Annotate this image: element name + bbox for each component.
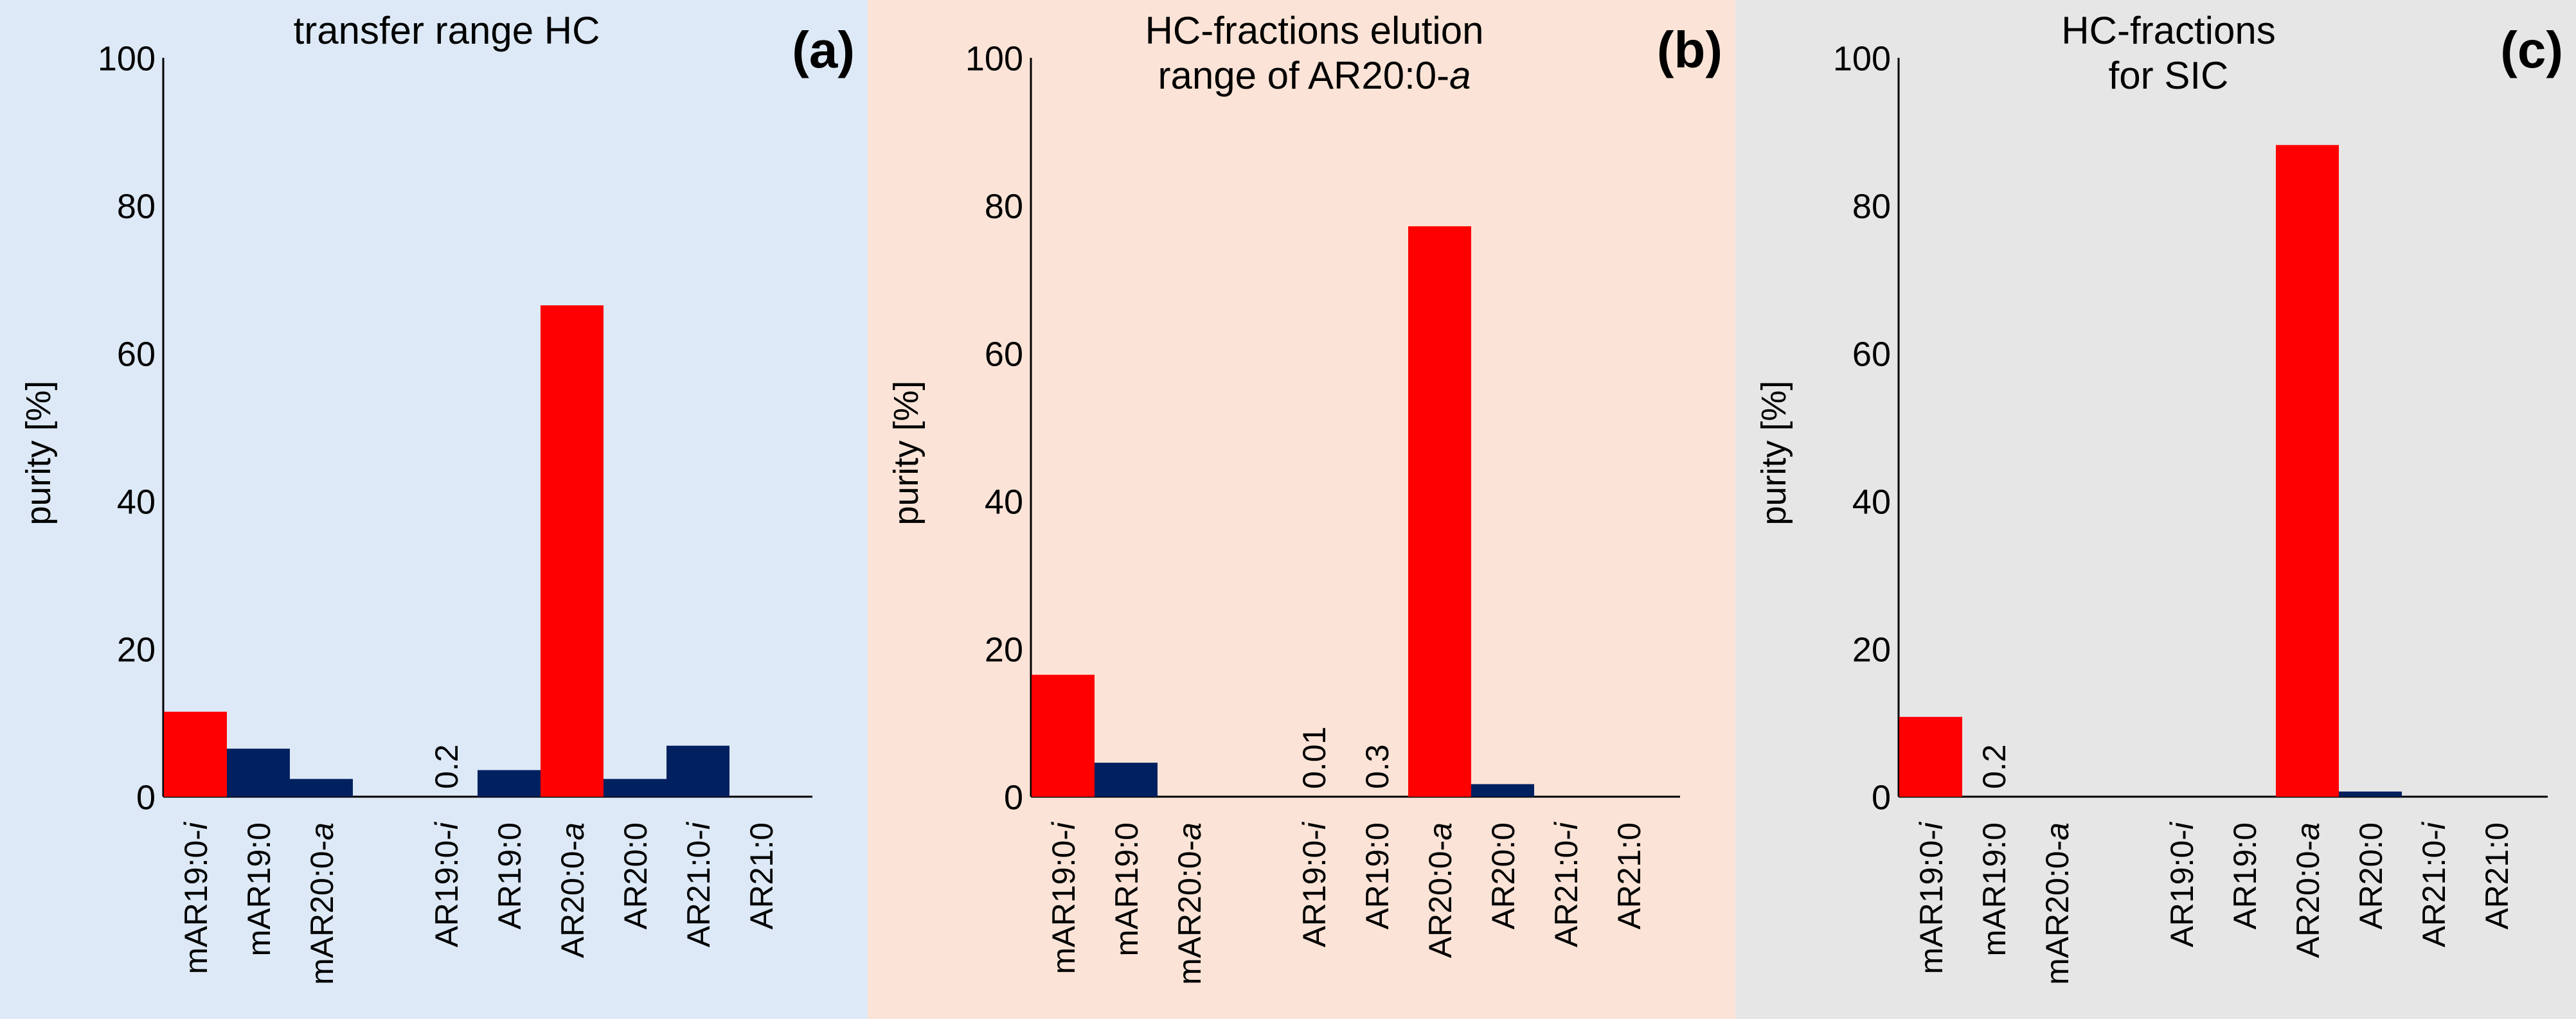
panel-c-x-tick-5: AR20:0-a — [2290, 822, 2326, 958]
panel-c-y-tick-80: 80 — [1852, 187, 1891, 226]
panel-c-title-line-1: HC-fractions — [2061, 9, 2275, 52]
panel-b-label: (b) — [1657, 21, 1722, 78]
panel-b-x-tick-6: AR20:0 — [1485, 822, 1521, 930]
panel-a-x-tick-labels: mAR19:0-i mAR19:0 mAR20:0-a AR19:0-i AR19:0 A… — [178, 821, 780, 985]
panel-c-x-tick-3: AR19:0-i — [2164, 821, 2200, 947]
panel-b-bars — [1032, 226, 1534, 797]
panel-a-x-tick-2: mAR20:0-a — [304, 822, 340, 985]
panel-a-background — [0, 0, 868, 1019]
panel-c-y-tick-100: 100 — [1833, 39, 1891, 78]
panel-b-value-labels: 0.01 0.3 — [1296, 727, 1395, 789]
panel-b-y-tick-80: 80 — [985, 187, 1023, 226]
panel-b-value-label-4: 0.3 — [1359, 744, 1395, 789]
panel-b-bar-5 — [1408, 226, 1471, 797]
panel-c-y-tick-20: 20 — [1852, 630, 1891, 669]
panel-a-x-tick-4: AR19:0 — [492, 822, 528, 930]
panel-a-y-axis: 0 20 40 60 80 100 purity [%] — [19, 39, 165, 817]
panel-a-bar-1 — [227, 749, 290, 797]
panel-c-bar-0 — [1899, 716, 1962, 797]
panel-c-x-tick-1: mAR19:0 — [1976, 822, 2012, 956]
panel-a-label: (a) — [792, 21, 855, 78]
panel-a-x-tick-8: AR21:0 — [744, 822, 780, 930]
panel-a: 0 20 40 60 80 100 purity [%] 0.2 mAR19:0… — [0, 0, 868, 1019]
panel-a-x-tick-1: mAR19:0 — [241, 822, 277, 956]
panel-a-bar-0 — [164, 711, 227, 797]
panel-c-x-tick-8: AR21:0 — [2479, 822, 2515, 930]
panel-b-y-tick-20: 20 — [985, 630, 1023, 669]
panel-b-bar-6 — [1471, 784, 1534, 797]
panel-c-y-tick-0: 0 — [1872, 778, 1891, 817]
panel-b-title-line-1: HC-fractions elution — [1145, 9, 1484, 52]
panel-b-y-tick-60: 60 — [985, 335, 1023, 373]
panel-c-y-tick-60: 60 — [1852, 335, 1891, 373]
panel-b-title-line-2: range of AR20:0-a — [1158, 54, 1471, 97]
panel-b-x-tick-labels: mAR19:0-i mAR19:0 mAR20:0-a AR19:0-i AR19:0 A… — [1046, 821, 1647, 985]
panel-b-x-tick-5: AR20:0-a — [1422, 822, 1458, 958]
panel-c-value-label-1: 0.2 — [1976, 744, 2012, 789]
panel-c-x-tick-2: mAR20:0-a — [2039, 822, 2075, 985]
panel-a-value-label-3: 0.2 — [429, 744, 465, 789]
panel-a-x-tick-5: AR20:0-a — [555, 822, 591, 958]
panel-b-bar-0 — [1032, 675, 1095, 797]
panel-c-x-tick-4: AR19:0 — [2227, 822, 2263, 930]
panel-c-value-labels: 0.2 — [1976, 744, 2012, 789]
panel-b-x-tick-4: AR19:0 — [1359, 822, 1395, 930]
panel-c-bars — [1899, 145, 2402, 797]
panel-b-y-tick-40: 40 — [985, 483, 1023, 521]
panel-b-y-axis-label: purity [%] — [887, 380, 926, 525]
panel-a-bar-6 — [604, 779, 666, 797]
panel-b-x-tick-3: AR19:0-i — [1296, 821, 1332, 947]
panel-a-y-tick-0: 0 — [136, 778, 156, 817]
panel-c-x-tick-7: AR21:0-i — [2416, 821, 2452, 947]
panel-c-x-tick-labels: mAR19:0-i mAR19:0 mAR20:0-a AR19:0-i AR19:0 A… — [1913, 821, 2515, 985]
panel-b-x-tick-0: mAR19:0-i — [1046, 821, 1082, 974]
panel-b-x-tick-7: AR21:0-i — [1548, 821, 1584, 947]
panel-a-x-tick-3: AR19:0-i — [429, 821, 465, 947]
panel-a-y-tick-20: 20 — [117, 630, 156, 669]
panel-c-y-tick-40: 40 — [1852, 483, 1891, 521]
panel-a-bar-4 — [478, 770, 541, 797]
panel-a-y-tick-40: 40 — [117, 483, 156, 521]
panel-a-y-tick-60: 60 — [117, 335, 156, 373]
panel-b-y-tick-0: 0 — [1004, 778, 1023, 817]
panel-c-x-tick-6: AR20:0 — [2353, 822, 2389, 930]
panel-c-bar-5 — [2276, 145, 2339, 797]
panel-a-bar-2 — [290, 779, 353, 797]
panel-b-x-tick-1: mAR19:0 — [1109, 822, 1145, 956]
panel-c: 0 20 40 60 80 100 purity [%] 0.2 mAR19:0… — [1735, 0, 2576, 1019]
panel-c-x-tick-0: mAR19:0-i — [1913, 821, 1949, 974]
panel-b-background — [868, 0, 1735, 1019]
panel-a-bars — [164, 305, 729, 797]
panel-c-y-axis: 0 20 40 60 80 100 purity [%] — [1755, 39, 1900, 817]
panel-a-bar-7 — [666, 745, 729, 797]
panel-a-bar-5 — [541, 305, 604, 797]
panel-b-x-tick-8: AR21:0 — [1611, 822, 1647, 930]
panel-c-title-line-2: for SIC — [2109, 54, 2229, 97]
panel-a-y-tick-80: 80 — [117, 187, 156, 226]
panel-b-x-tick-2: mAR20:0-a — [1172, 822, 1208, 985]
panel-b-title-italic-suffix: a — [1449, 54, 1471, 97]
panel-b-title-line-2-text: range of AR20:0- — [1158, 54, 1449, 97]
panel-a-y-tick-100: 100 — [98, 39, 156, 78]
panel-a-x-tick-7: AR21:0-i — [681, 821, 717, 947]
panel-a-x-tick-0: mAR19:0-i — [178, 821, 214, 974]
panel-c-y-axis-label: purity [%] — [1755, 380, 1793, 525]
panel-a-y-axis-label: purity [%] — [19, 380, 58, 525]
panel-b-y-tick-100: 100 — [965, 39, 1023, 78]
panel-a-title: transfer range HC — [294, 9, 600, 52]
panel-b: 0 20 40 60 80 100 purity [%] 0.01 0.3 mAR… — [868, 0, 1735, 1019]
panel-b-y-axis: 0 20 40 60 80 100 purity [%] — [887, 39, 1032, 817]
panel-b-value-label-3: 0.01 — [1296, 727, 1332, 789]
panel-c-label: (c) — [2500, 21, 2563, 78]
panel-c-bar-6 — [2339, 791, 2402, 797]
panel-a-x-tick-6: AR20:0 — [618, 822, 654, 930]
panel-c-background — [1735, 0, 2576, 1019]
panel-a-value-labels: 0.2 — [429, 744, 465, 789]
panel-b-bar-1 — [1095, 763, 1158, 797]
